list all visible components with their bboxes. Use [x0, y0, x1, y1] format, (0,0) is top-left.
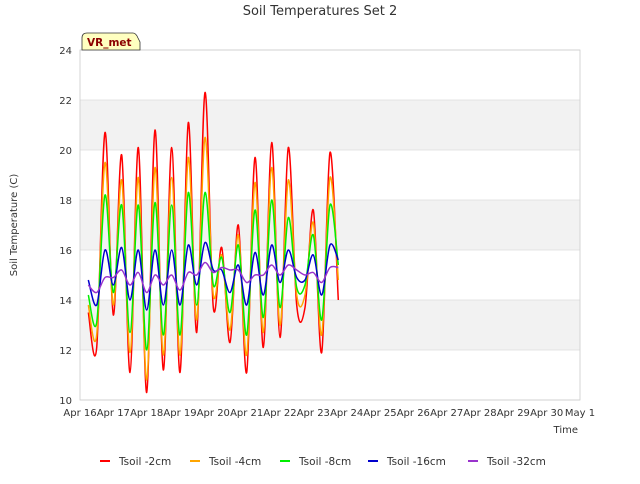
- series-line-2: [87, 191, 340, 351]
- legend-label: Tsoil -8cm: [298, 456, 351, 468]
- x-tick-label: Apr 20: [197, 408, 230, 419]
- x-tick-label: Apr 21: [230, 408, 263, 419]
- y-tick-label: 16: [59, 246, 72, 257]
- plot-area: [79, 49, 581, 401]
- x-tick-label: Apr 26: [397, 408, 430, 419]
- y-tick-label: 24: [59, 46, 72, 57]
- series-group: [87, 91, 340, 394]
- x-axis-label: Time: [553, 425, 578, 436]
- legend-label: Tsoil -32cm: [486, 456, 546, 468]
- y-tick-label: 12: [59, 346, 72, 357]
- series-line-0: [87, 91, 340, 394]
- plot-band: [80, 100, 580, 150]
- series-line-1: [87, 136, 340, 381]
- y-tick-label: 22: [59, 96, 72, 107]
- legend-label: Tsoil -4cm: [208, 456, 261, 468]
- x-tick-label: Apr 30: [530, 408, 563, 419]
- legend: Tsoil -2cm Tsoil -4cm Tsoil -8cm Tsoil -16c…: [100, 456, 546, 468]
- x-tick-label: Apr 27: [430, 408, 463, 419]
- y-axis-label: Soil Temperature (C): [9, 174, 20, 277]
- legend-label: Tsoil -2cm: [118, 456, 171, 468]
- x-tick-label: Apr 17: [97, 408, 130, 419]
- x-tick-label: Apr 16: [63, 408, 96, 419]
- x-tick-label: Apr 18: [130, 408, 163, 419]
- badge-box: [81, 32, 141, 51]
- y-tick-label: 20: [59, 146, 72, 157]
- plot-border: [79, 49, 581, 401]
- x-tick-label: Apr 19: [163, 408, 196, 419]
- y-axis: 10 12 14 16 18 20 22 24: [59, 46, 72, 407]
- x-tick-label: Apr 28: [463, 408, 496, 419]
- plot-band: [80, 300, 580, 350]
- badge-label: VR_met: [87, 37, 132, 49]
- badge: VR_met: [81, 32, 141, 51]
- series-line-4: [87, 261, 339, 294]
- x-tick-label: Apr 23: [297, 408, 330, 419]
- chart-title: Soil Temperatures Set 2: [243, 4, 398, 19]
- x-tick-label: Apr 25: [363, 408, 396, 419]
- y-tick-label: 14: [59, 296, 72, 307]
- series-line-3: [87, 241, 339, 311]
- x-axis: Apr 16 Apr 17 Apr 18 Apr 19 Apr 20 Apr 21 Apr …: [63, 408, 595, 419]
- x-tick-label: Apr 22: [263, 408, 296, 419]
- y-tick-label: 18: [59, 196, 72, 207]
- legend-label: Tsoil -16cm: [386, 456, 446, 468]
- x-tick-label: Apr 29: [497, 408, 530, 419]
- x-tick-label: May 1: [565, 408, 595, 419]
- y-tick-label: 10: [59, 396, 72, 407]
- x-tick-label: Apr 24: [330, 408, 363, 419]
